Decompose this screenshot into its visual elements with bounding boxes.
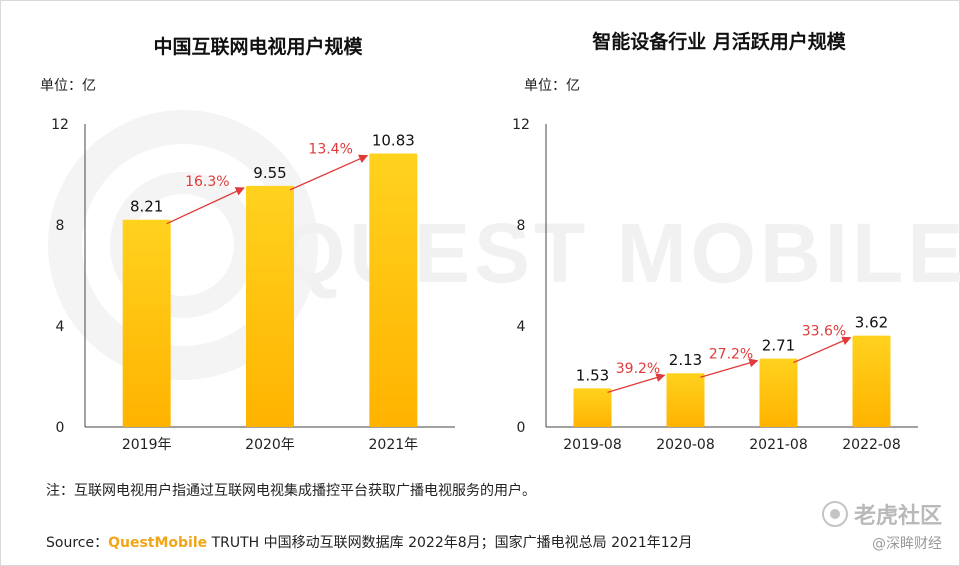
growth-arrow — [166, 187, 245, 225]
x-category-label: 2020-08 — [656, 437, 715, 453]
growth-rate-label: 33.6% — [802, 324, 846, 340]
growth-rate-label: 27.2% — [709, 347, 753, 363]
author-handle: @深眸财经 — [872, 536, 942, 552]
growth-arrow — [700, 358, 759, 378]
stamp-badge-icon — [821, 501, 848, 527]
y-tick-label: 8 — [56, 218, 65, 234]
y-tick-label: 0 — [517, 420, 526, 436]
bar-value-label: 2.71 — [762, 337, 795, 355]
chart-title: 智能设备行业 月活跃用户规模 — [592, 30, 847, 53]
growth-rate-label: 39.2% — [616, 361, 660, 377]
unit-label: 单位：亿 — [40, 78, 96, 94]
growth-arrow — [607, 373, 666, 393]
bar-value-label: 10.83 — [372, 132, 415, 150]
y-tick-label: 12 — [51, 117, 69, 133]
growth-rate-label: 16.3% — [185, 174, 229, 190]
bar — [573, 388, 612, 427]
source-prefix: Source： — [46, 535, 109, 551]
bar — [369, 153, 418, 428]
bar — [666, 373, 705, 427]
growth-rate-label: 13.4% — [308, 142, 352, 158]
y-tick-label: 0 — [56, 420, 65, 436]
y-tick-label: 12 — [512, 117, 530, 133]
bar — [122, 219, 171, 427]
stamp-main-text: 老虎社区 — [853, 504, 942, 529]
y-tick-label: 4 — [56, 319, 65, 335]
community-stamp: 老虎社区 — [821, 498, 942, 530]
bar — [759, 358, 798, 427]
y-tick-label: 4 — [517, 319, 526, 335]
bar-value-label: 1.53 — [576, 366, 609, 384]
x-category-label: 2019-08 — [563, 437, 622, 453]
growth-arrow — [793, 336, 852, 364]
bar-value-label: 9.55 — [253, 164, 286, 182]
x-category-label: 2020年 — [245, 437, 295, 453]
y-tick-label: 8 — [517, 218, 526, 234]
source-text: TRUTH 中国移动互联网数据库 2022年8月；国家广播电视总局 2021年1… — [207, 535, 693, 551]
bar-value-label: 3.62 — [855, 314, 888, 332]
footnote: 注：互联网电视用户指通过互联网电视集成播控平台获取广播电视服务的用户。 — [46, 483, 536, 499]
bar — [852, 335, 891, 427]
bar-value-label: 2.13 — [669, 351, 702, 369]
x-category-label: 2022-08 — [842, 437, 901, 453]
growth-arrow — [289, 154, 369, 191]
bar-value-label: 8.21 — [130, 198, 163, 216]
x-category-label: 2021-08 — [749, 437, 808, 453]
source-line: Source：QuestMobile TRUTH 中国移动互联网数据库 2022… — [46, 532, 693, 552]
chart-title: 中国互联网电视用户规模 — [153, 35, 363, 58]
x-category-label: 2019年 — [122, 437, 172, 453]
unit-label: 单位：亿 — [524, 78, 580, 94]
bar — [246, 185, 294, 427]
x-category-label: 2021年 — [369, 437, 419, 453]
source-brand: QuestMobile — [108, 535, 208, 551]
